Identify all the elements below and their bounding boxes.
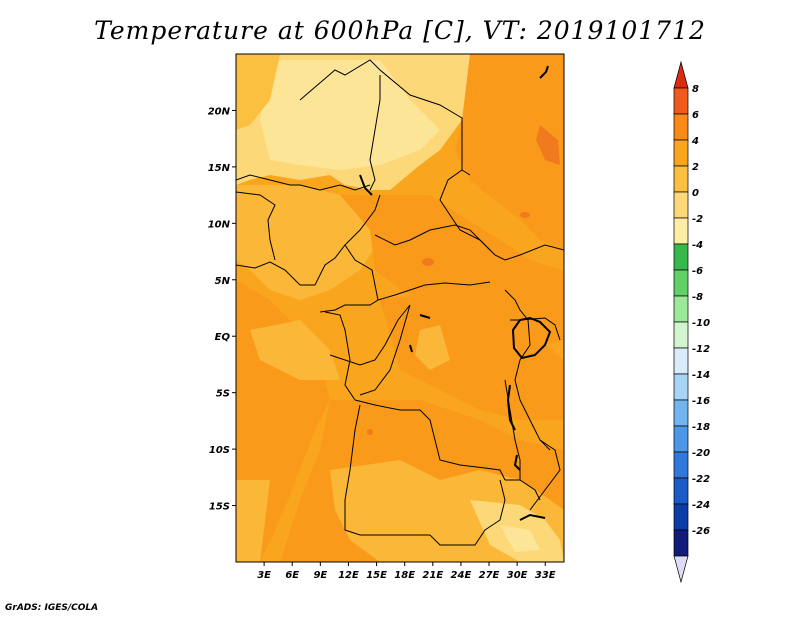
map-title: Temperature at 600hPa [C], VT: 201910171…: [94, 16, 706, 45]
colorbar-swatch: [673, 503, 689, 531]
lon-tick-label: 3E: [257, 570, 271, 581]
lat-tick-label: 15S: [209, 502, 230, 513]
colorbar-label: -26: [692, 526, 710, 537]
lat-tick-label: 5N: [215, 276, 231, 287]
colorbar-label: 2: [692, 162, 699, 173]
lon-tick-label: 33E: [535, 570, 556, 581]
colorbar-label: 8: [692, 84, 699, 95]
lon-tick-label: 9E: [313, 570, 327, 581]
temperature-field: [236, 54, 564, 562]
lon-tick-label: 18E: [394, 570, 415, 581]
colorbar-swatch: [673, 269, 689, 297]
colorbar-swatch: [673, 113, 689, 141]
lat-tick-label: 20N: [208, 106, 231, 117]
colorbar-label: -12: [692, 344, 710, 355]
colorbar-label: -2: [692, 214, 703, 225]
colorbar-swatch: [673, 165, 689, 193]
colorbar: 8 6 4 2 0 -2 -4 -6 -8 -10 -12 -14 -16 -18 -20 -22 -24 -26: [673, 60, 710, 584]
colorbar-swatch: [673, 399, 689, 427]
latitude-axis: 20N 15N 10N 5N EQ 5S 10S 15S: [208, 106, 236, 513]
colorbar-label: -14: [692, 370, 710, 381]
country-borders: [236, 54, 564, 562]
colorbar-label: -16: [692, 396, 710, 407]
colorbar-label: 4: [691, 136, 699, 147]
colorbar-label: -6: [692, 266, 703, 277]
colorbar-swatch: [673, 529, 689, 557]
lon-tick-label: 30E: [507, 570, 528, 581]
lat-tick-label: EQ: [215, 332, 231, 343]
lon-tick-label: 21E: [422, 570, 443, 581]
lakes: [359, 65, 552, 521]
longitude-axis: 3E 6E 9E 12E 15E 18E 21E 24E 27E 30E 33E: [257, 562, 556, 581]
lon-tick-label: 12E: [338, 570, 359, 581]
colorbar-label: -22: [692, 474, 710, 485]
grads-credit: GrADS: IGES/COLA: [5, 603, 99, 613]
colorbar-bottom-arrow: [673, 555, 689, 584]
lat-tick-label: 10N: [208, 219, 231, 230]
lon-tick-label: 24E: [451, 570, 472, 581]
colorbar-label: -10: [692, 318, 710, 329]
colorbar-swatch: [673, 217, 689, 245]
colorbar-swatch: [673, 295, 689, 323]
colorbar-label: -20: [692, 448, 710, 459]
lon-tick-label: 6E: [285, 570, 299, 581]
colorbar-label: 0: [692, 188, 699, 199]
lat-tick-label: 10S: [209, 445, 230, 456]
colorbar-top-arrow: [673, 60, 689, 89]
colorbar-swatch: [673, 87, 689, 115]
colorbar-swatch: [673, 321, 689, 349]
colorbar-label: 6: [692, 110, 699, 121]
colorbar-swatch: [673, 243, 689, 271]
colorbar-label: -8: [692, 292, 703, 303]
colorbar-swatch: [673, 425, 689, 453]
colorbar-label: -18: [692, 422, 710, 433]
colorbar-label: -24: [692, 500, 710, 511]
lat-tick-label: 5S: [216, 389, 230, 400]
colorbar-swatch: [673, 477, 689, 505]
colorbar-swatch: [673, 347, 689, 375]
lon-tick-label: 15E: [366, 570, 387, 581]
map-frame: [235, 53, 565, 563]
colorbar-swatch: [673, 451, 689, 479]
colorbar-swatch: [673, 139, 689, 167]
lat-tick-label: 15N: [208, 163, 231, 174]
lon-tick-label: 27E: [479, 570, 500, 581]
colorbar-label: -4: [692, 240, 703, 251]
colorbar-swatch: [673, 373, 689, 401]
colorbar-swatch: [673, 191, 689, 219]
